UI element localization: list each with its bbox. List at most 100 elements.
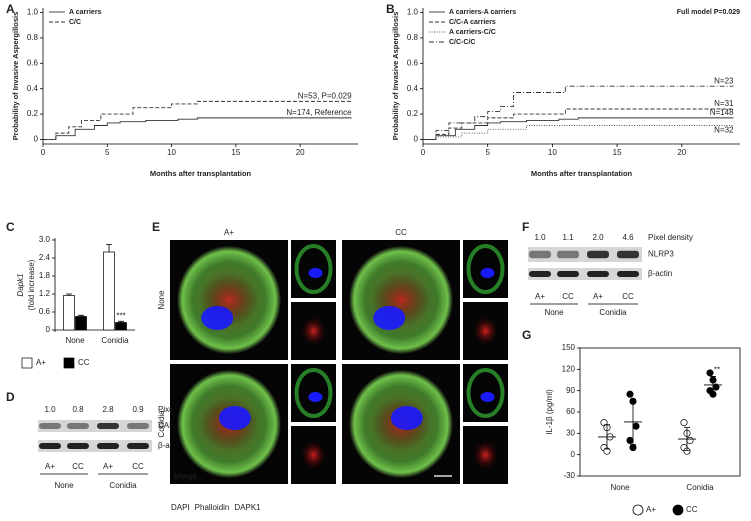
y-tick-label: 60	[566, 407, 575, 416]
merge-label: Merge	[174, 472, 197, 481]
legend-swatch	[632, 504, 644, 516]
stain-label: Phalloidin	[195, 503, 230, 512]
nucleus-small	[308, 268, 323, 278]
significance: **	[714, 366, 720, 375]
end-label: N=148	[710, 108, 734, 117]
density-value: 0.8	[72, 405, 84, 414]
y-tick-label: 30	[566, 428, 575, 437]
sd-bar	[630, 398, 636, 446]
blot-strip	[528, 268, 642, 280]
density-value: 1.0	[44, 405, 56, 414]
legend-label: CC	[686, 505, 698, 514]
bar	[63, 295, 75, 331]
data-point	[706, 369, 714, 377]
x-tick-label: None	[610, 483, 630, 492]
annotation: Full model P=0.029	[677, 9, 740, 16]
error-bar	[106, 244, 112, 252]
group-label: None	[544, 308, 564, 317]
x-tick-label: None	[65, 336, 85, 345]
survival-line	[423, 85, 734, 140]
y-tick-label: 0	[414, 135, 419, 144]
lane-label: A+	[103, 462, 113, 471]
y-tick-label: 1.0	[407, 8, 419, 17]
panel-label: A	[6, 2, 15, 16]
legend-label: C/C-C/C	[449, 39, 475, 46]
blot-band	[127, 443, 149, 449]
y-axis-label: Probability of Invasive Aspergillosis	[391, 12, 400, 141]
data-point	[632, 422, 640, 430]
blot-band	[617, 250, 639, 259]
column-label: A+	[224, 228, 234, 237]
cell-outline	[294, 244, 333, 294]
y-axis-label: Dapk1	[16, 273, 25, 296]
x-tick-label: 20	[296, 148, 305, 157]
cell-outline	[466, 244, 505, 294]
x-tick-label: 10	[548, 148, 557, 157]
blot-band	[529, 250, 551, 259]
group-label: Conidia	[109, 481, 137, 490]
density-value: 1.1	[562, 233, 574, 242]
error-bar	[66, 293, 72, 296]
survival-line	[43, 100, 352, 140]
y-tick-label: 0.2	[407, 109, 419, 118]
y-tick-label: 2.4	[39, 253, 51, 262]
blot-strip	[38, 420, 152, 432]
data-point	[686, 436, 694, 444]
blot-band	[557, 250, 579, 259]
panel-label: D	[6, 390, 15, 404]
blot-band	[587, 271, 609, 277]
x-tick-label: 15	[613, 148, 622, 157]
legend-label: A carriers-C/C	[449, 29, 496, 36]
y-tick-label: 3.0	[39, 235, 51, 244]
blot-strip	[38, 440, 152, 452]
y-tick-label: 1.8	[39, 271, 51, 280]
density-value: 0.9	[132, 405, 144, 414]
legend-swatch	[63, 357, 75, 369]
x-axis-label: Months after transplantation	[531, 169, 633, 178]
stain-label: DAPI	[171, 503, 190, 512]
lane-label: CC	[622, 292, 634, 301]
nucleus	[390, 406, 423, 430]
dapk1-signal	[472, 440, 499, 470]
blot-band	[587, 250, 609, 259]
blot-band	[529, 271, 551, 277]
y-tick-label: 1.0	[27, 8, 39, 17]
error-bar	[118, 320, 124, 323]
y-tick-label: -30	[563, 471, 575, 480]
nucleus	[218, 406, 251, 430]
density-value: 1.0	[534, 233, 546, 242]
legend-label: C/C-A carriers	[449, 19, 496, 26]
legend-label: CC	[78, 358, 90, 367]
y-tick-label: 0	[34, 135, 39, 144]
data-point	[629, 444, 637, 452]
x-tick-label: 10	[167, 148, 176, 157]
density-value: 2.8	[102, 405, 114, 414]
y-tick-label: 0.2	[27, 109, 39, 118]
blot-band	[97, 423, 119, 429]
y-tick-label: 1.2	[39, 289, 51, 298]
end-label: N=31	[714, 99, 734, 108]
y-tick-label: 0	[571, 450, 576, 459]
survival-line	[423, 108, 734, 140]
x-axis-label: Months after transplantation	[150, 169, 252, 178]
survival-line	[43, 117, 352, 140]
end-label: N=32	[714, 126, 734, 135]
y-tick-label: 0.4	[407, 84, 419, 93]
y-tick-label: 0.8	[27, 33, 39, 42]
survival-line	[423, 117, 734, 140]
dapk1-signal	[300, 316, 327, 346]
dapk1-signal	[300, 440, 327, 470]
panel-label: G	[522, 328, 531, 342]
legend-label: A carriers	[69, 9, 102, 16]
x-tick-label: Conidia	[686, 483, 714, 492]
x-tick-label: 15	[231, 148, 240, 157]
y-tick-label: 0.8	[407, 33, 419, 42]
legend-swatch	[672, 504, 684, 516]
y-tick-label: 0.6	[27, 58, 39, 67]
y-axis-label: (fold increase)	[27, 259, 36, 310]
group-label: None	[54, 481, 74, 490]
blot-band	[127, 423, 149, 429]
data-point	[680, 419, 688, 427]
column-label: CC	[395, 228, 407, 237]
